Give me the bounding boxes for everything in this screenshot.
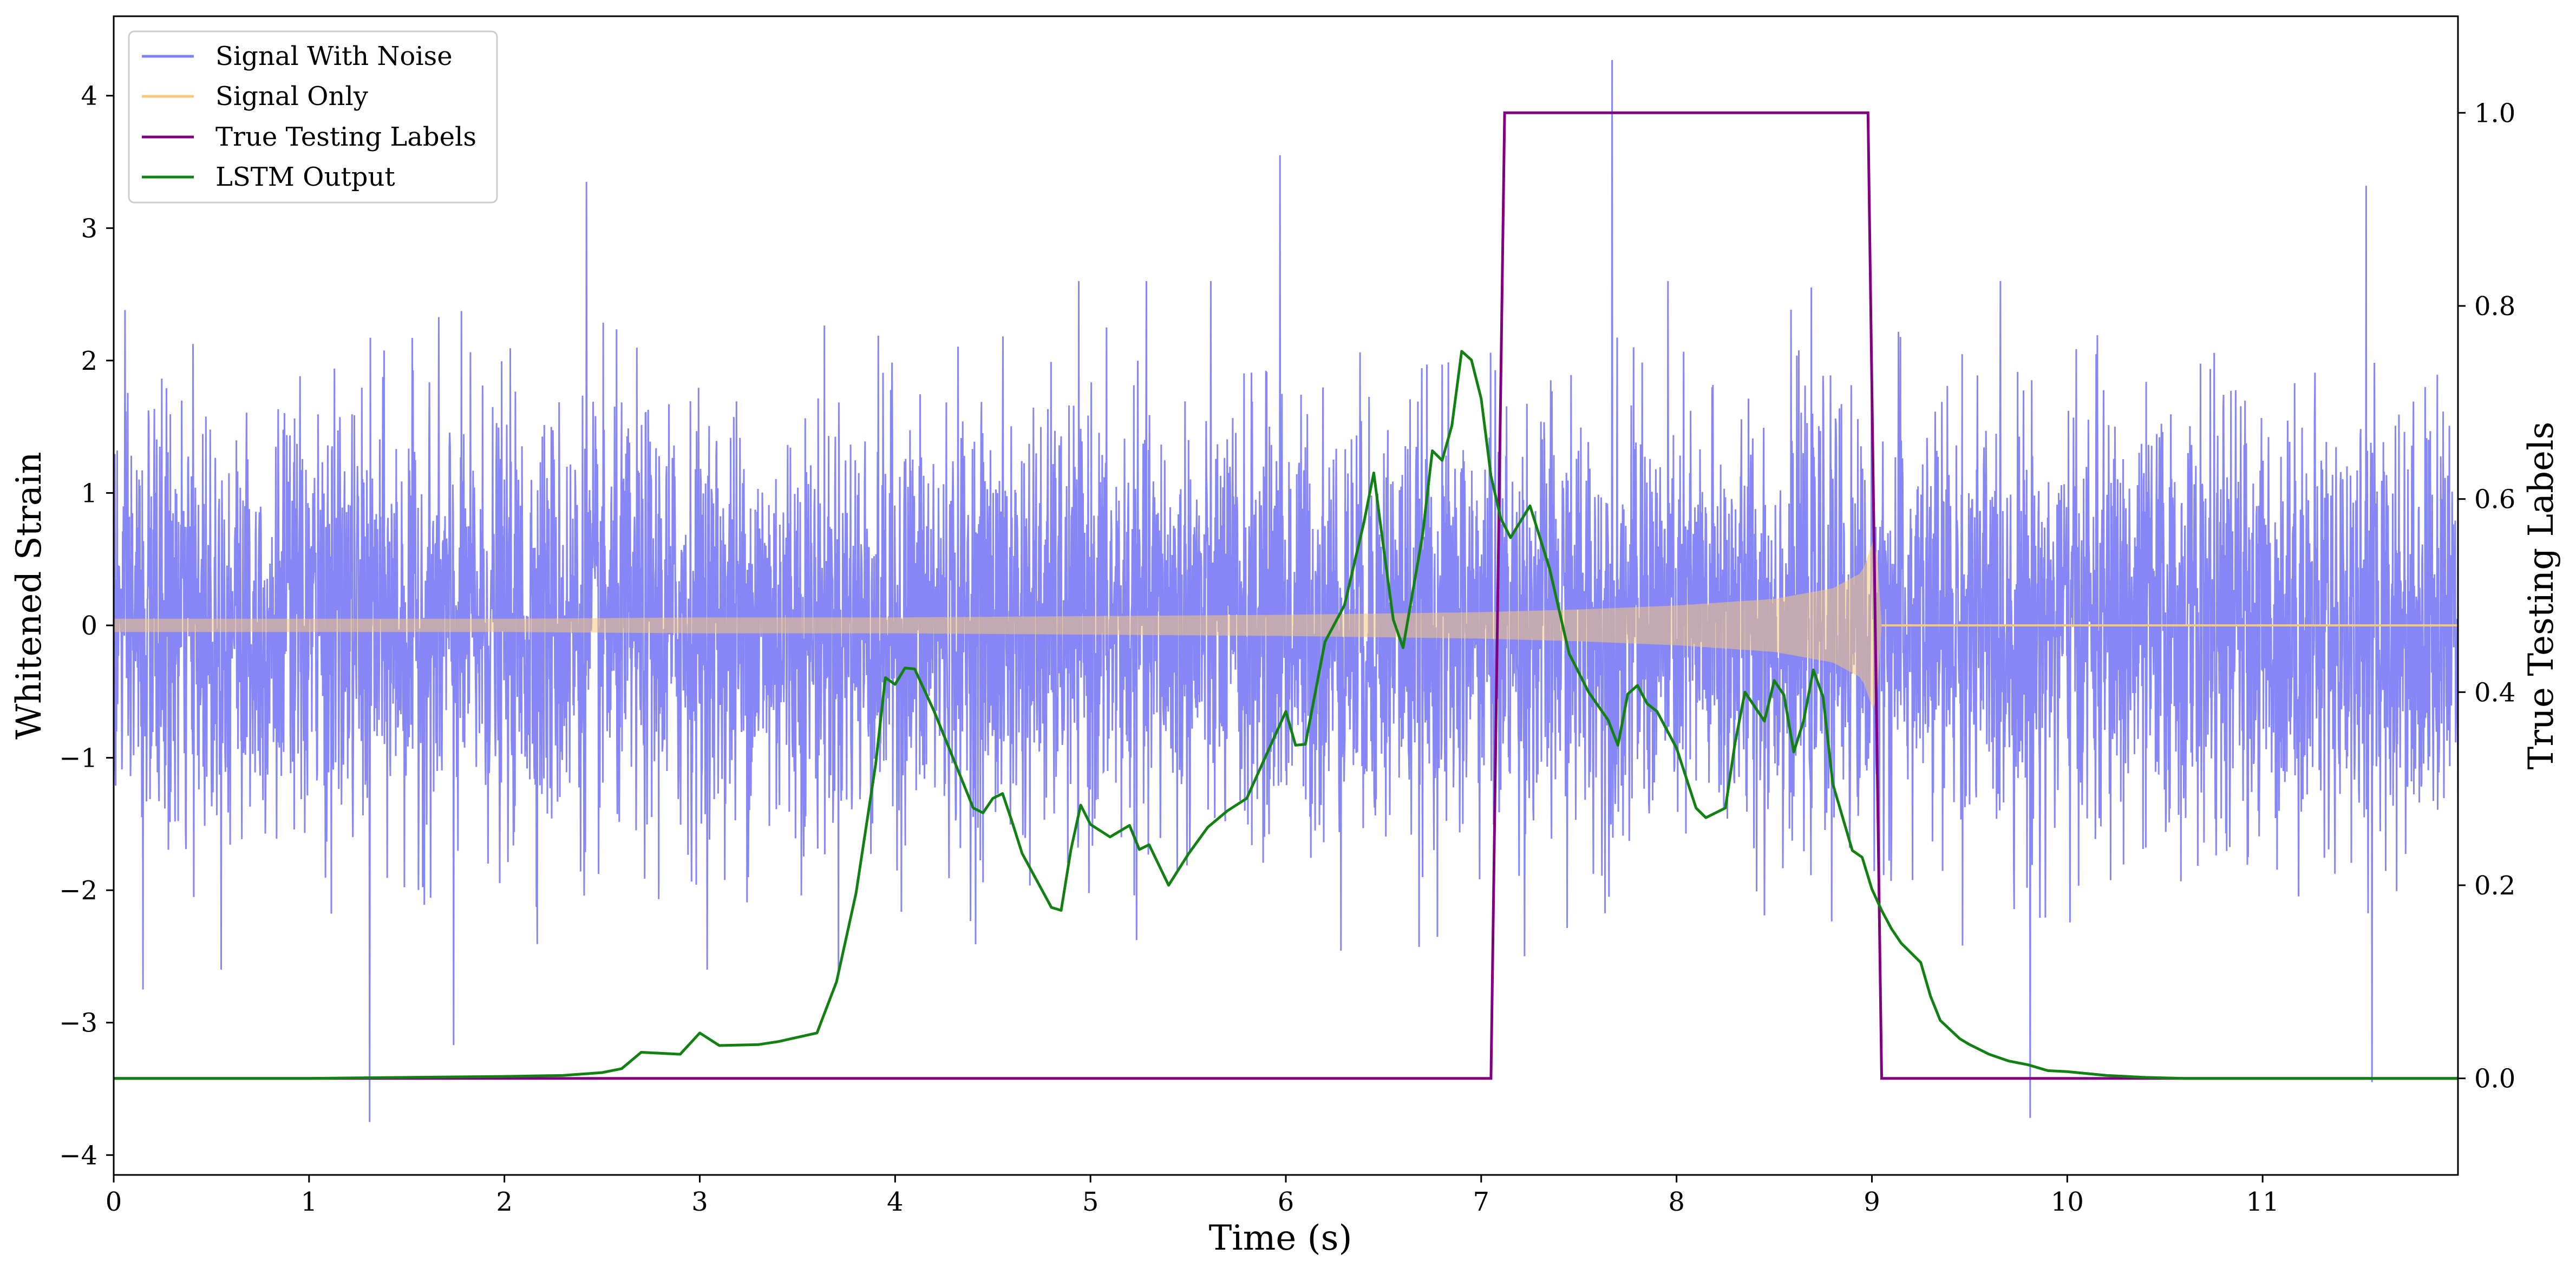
x-tick-label: 7 (1473, 1187, 1490, 1217)
true-testing-labels-series (114, 111, 2458, 1080)
y-left-tick-label: 2 (81, 346, 97, 376)
x-tick-label: 0 (106, 1187, 122, 1217)
y-right-tick-label: 0.6 (2474, 485, 2515, 515)
signal-with-noise-line (114, 60, 2458, 1122)
y-right-axis-title: True Testing Labels (2521, 422, 2561, 770)
y-left-tick-label: 0 (81, 611, 97, 641)
x-tick-label: 3 (691, 1187, 708, 1217)
signal-only-band (114, 541, 1882, 710)
y-left-tick-label: −1 (59, 743, 97, 774)
y-left-tick-label: −3 (59, 1008, 97, 1038)
y-left-axis-title: Whitened Strain (9, 452, 49, 739)
y-left-tick-label: 4 (81, 81, 97, 112)
signal-only-series (114, 541, 2458, 710)
y-right-tick-label: 0.0 (2474, 1064, 2515, 1094)
x-axis-title: Time (s) (1209, 1218, 1352, 1258)
x-tick-label: 4 (887, 1187, 904, 1217)
y-right-tick-label: 1.0 (2474, 98, 2515, 128)
y-left-tick-label: 3 (81, 213, 97, 244)
y-right-tick-label: 0.8 (2474, 291, 2515, 322)
y-right-tick-label: 0.4 (2474, 677, 2515, 708)
y-left-tick-label: −2 (59, 876, 97, 906)
true-testing-labels-line (114, 111, 2458, 1080)
y-right-tick-label: 0.2 (2474, 871, 2515, 901)
y-left-tick-label: 1 (81, 478, 97, 508)
x-tick-label: 9 (1864, 1187, 1880, 1217)
lstm-output-series (114, 350, 2458, 1080)
x-axis-ticks: 0 1 2 3 4 5 6 7 8 9 10 11 (106, 1175, 2279, 1217)
x-tick-label: 10 (2051, 1187, 2084, 1217)
legend: Signal With Noise Signal Only True Testi… (128, 30, 498, 204)
x-tick-label: 8 (1668, 1187, 1685, 1217)
y-right-axis-ticks: 1.0 0.8 0.6 0.4 0.2 0.0 (2458, 98, 2515, 1094)
legend-box (128, 30, 498, 204)
legend-label-true-testing-labels: True Testing Labels (215, 122, 476, 152)
x-tick-label: 11 (2246, 1187, 2279, 1217)
legend-label-signal-with-noise: Signal With Noise (215, 41, 453, 71)
legend-label-lstm-output: LSTM Output (215, 162, 395, 192)
y-left-tick-label: −4 (59, 1140, 97, 1171)
x-tick-label: 5 (1082, 1187, 1099, 1217)
plot-area (114, 60, 2458, 1122)
x-tick-label: 2 (496, 1187, 513, 1217)
x-tick-label: 1 (301, 1187, 318, 1217)
legend-label-signal-only: Signal Only (215, 81, 368, 112)
lstm-output-line (114, 350, 2458, 1080)
x-tick-label: 6 (1278, 1187, 1294, 1217)
y-left-axis-ticks: 4 3 2 1 0 −1 −2 −3 −4 (59, 81, 114, 1171)
signal-with-noise-series (114, 60, 2458, 1122)
